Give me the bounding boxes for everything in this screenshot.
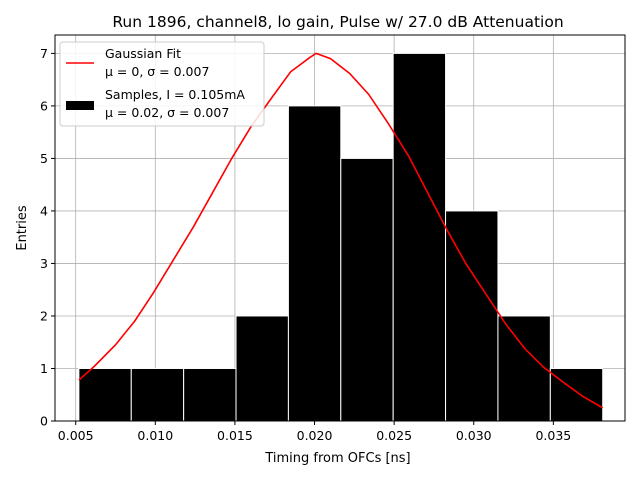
y-tick-label: 3 — [40, 256, 48, 271]
chart-title: Run 1896, channel8, lo gain, Pulse w/ 27… — [112, 13, 563, 31]
x-axis-ticks: 0.005 0.010 0.015 0.020 0.025 0.030 0.035 — [58, 421, 571, 443]
x-tick-label: 0.025 — [376, 428, 412, 443]
gaussian-fit-line — [78, 52, 604, 409]
y-tick-label: 2 — [40, 308, 48, 323]
y-tick-label: 6 — [40, 98, 48, 113]
histogram-bar — [130, 367, 185, 422]
x-tick-label: 0.035 — [535, 428, 571, 443]
histogram-bar — [183, 367, 237, 422]
x-tick-label: 0.005 — [58, 428, 94, 443]
y-tick-label: 0 — [40, 414, 48, 429]
x-axis-label: Timing from OFCs [ns] — [264, 451, 410, 466]
y-axis-label: Entries — [15, 205, 30, 251]
histogram-bar — [287, 105, 342, 422]
x-tick-label: 0.015 — [217, 428, 253, 443]
legend-box — [59, 41, 265, 127]
histogram-bar — [340, 157, 394, 422]
y-tick-label: 7 — [40, 46, 48, 61]
y-axis-ticks: 0 1 2 3 4 5 6 7 — [40, 46, 55, 429]
histogram-bar — [78, 367, 132, 422]
y-tick-label: 4 — [40, 203, 48, 218]
histogram-bar — [549, 367, 604, 422]
x-tick-label: 0.010 — [137, 428, 173, 443]
x-tick-label: 0.030 — [456, 428, 492, 443]
histogram-bars — [78, 52, 604, 422]
legend-samples-swatch — [66, 101, 94, 110]
histogram-bar — [497, 315, 551, 422]
legend-samples-label: Samples, I = 0.105mA — [105, 87, 245, 102]
legend-fit-label: Gaussian Fit — [105, 46, 181, 61]
plot-frame — [54, 34, 626, 422]
histogram-bar — [392, 52, 447, 422]
histogram-bar — [445, 210, 499, 422]
legend-samples-stats: μ = 0.02, σ = 0.007 — [105, 105, 229, 120]
y-tick-label: 1 — [40, 361, 48, 376]
histogram-bar — [235, 315, 289, 422]
y-tick-label: 5 — [40, 151, 48, 166]
legend-fit-stats: μ = 0, σ = 0.007 — [105, 64, 209, 79]
legend: Gaussian Fit μ = 0, σ = 0.007 Samples, I… — [59, 41, 265, 127]
x-tick-label: 0.020 — [297, 428, 333, 443]
